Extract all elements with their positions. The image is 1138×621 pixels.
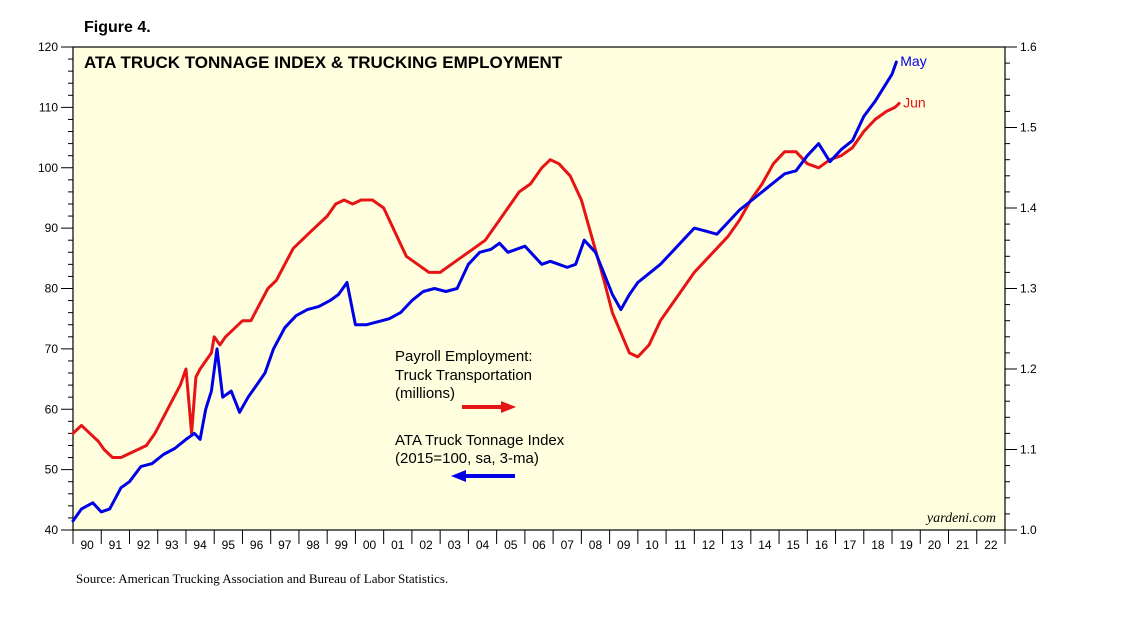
x-tick-label: 01 xyxy=(391,538,405,552)
x-tick-label: 09 xyxy=(617,538,631,552)
legend-employment-line-1: Payroll Employment: xyxy=(395,348,533,365)
tonnage-end-label: May xyxy=(900,53,926,69)
x-tick-label: 91 xyxy=(109,538,123,552)
right-tick-label: 1.5 xyxy=(1020,121,1037,135)
legend-tonnage-line-1: ATA Truck Tonnage Index xyxy=(395,432,565,449)
left-tick-label: 70 xyxy=(45,342,59,356)
x-tick-label: 22 xyxy=(984,538,998,552)
left-tick-label: 80 xyxy=(45,282,59,296)
x-tick-label: 17 xyxy=(843,538,857,552)
right-tick-label: 1.1 xyxy=(1020,443,1037,457)
x-tick-label: 10 xyxy=(645,538,659,552)
x-tick-label: 15 xyxy=(787,538,801,552)
x-tick-label: 02 xyxy=(419,538,433,552)
right-axis: 1.0 1.1 1.2 1.3 1.4 1.5 1.6 xyxy=(1005,40,1037,537)
x-tick-label: 05 xyxy=(504,538,518,552)
legend-tonnage: ATA Truck Tonnage Index (2015=100, sa, 3… xyxy=(395,432,565,482)
figure-label: Figure 4. xyxy=(84,19,151,36)
x-tick-label: 99 xyxy=(335,538,349,552)
legend-employment-right-arrow-icon xyxy=(462,401,516,413)
left-tick-label: 50 xyxy=(45,463,59,477)
x-tick-label: 08 xyxy=(589,538,603,552)
right-tick-label: 1.2 xyxy=(1020,362,1037,376)
x-tick-label: 21 xyxy=(956,538,970,552)
left-tick-label: 100 xyxy=(38,161,58,175)
employment-series-line xyxy=(71,101,901,459)
x-tick-label: 06 xyxy=(532,538,546,552)
x-tick-label: 14 xyxy=(758,538,772,552)
x-tick-label: 11 xyxy=(674,538,687,552)
x-tick-label: 95 xyxy=(222,538,236,552)
left-tick-label: 40 xyxy=(45,523,59,537)
legend-employment-line-2: Truck Transportation xyxy=(395,367,532,384)
x-tick-label: 12 xyxy=(702,538,716,552)
left-tick-label: 110 xyxy=(39,100,58,114)
x-tick-label: 16 xyxy=(815,538,829,552)
x-tick-label: 92 xyxy=(137,538,151,552)
plot-area xyxy=(72,46,1006,531)
x-tick-label: 00 xyxy=(363,538,377,552)
series-layer: Jun May xyxy=(71,53,927,523)
chart-title: ATA TRUCK TONNAGE INDEX & TRUCKING EMPLO… xyxy=(84,53,563,72)
x-tick-label: 03 xyxy=(448,538,462,552)
x-tick-label: 94 xyxy=(193,538,207,552)
left-tick-label: 60 xyxy=(45,402,59,416)
right-tick-label: 1.0 xyxy=(1020,523,1037,537)
x-tick-label: 20 xyxy=(928,538,942,552)
legend-employment-line-3: (millions) xyxy=(395,385,455,402)
legend-tonnage-left-arrow-icon xyxy=(451,470,515,482)
x-tick-label: 96 xyxy=(250,538,264,552)
right-tick-label: 1.3 xyxy=(1020,282,1037,296)
x-tick-label: 19 xyxy=(899,538,913,552)
credit-label: yardeni.com xyxy=(925,511,996,526)
left-tick-label: 120 xyxy=(38,40,58,54)
x-tick-label: 13 xyxy=(730,538,744,552)
left-tick-label: 90 xyxy=(45,221,59,235)
tonnage-series-line xyxy=(71,60,898,523)
right-tick-label: 1.6 xyxy=(1020,40,1037,54)
x-tick-label: 90 xyxy=(80,538,94,552)
x-tick-label: 97 xyxy=(278,538,292,552)
x-tick-label: 07 xyxy=(561,538,575,552)
left-axis: 40 50 60 70 80 90 100 110 120 xyxy=(38,40,73,537)
x-tick-label: 18 xyxy=(871,538,885,552)
x-tick-label: 93 xyxy=(165,538,179,552)
legend-employment: Payroll Employment: Truck Transportation… xyxy=(395,348,533,413)
x-tick-label: 98 xyxy=(306,538,320,552)
right-tick-label: 1.4 xyxy=(1020,201,1037,215)
x-axis: 90 91 92 93 94 95 96 97 98 99 00 01 02 03 04 05 06 07 08 09… xyxy=(72,530,1006,552)
employment-end-label: Jun xyxy=(903,94,926,110)
legend-tonnage-line-2: (2015=100, sa, 3-ma) xyxy=(395,450,539,467)
x-tick-label: 04 xyxy=(476,538,490,552)
source-note: Source: American Trucking Association an… xyxy=(76,571,448,586)
